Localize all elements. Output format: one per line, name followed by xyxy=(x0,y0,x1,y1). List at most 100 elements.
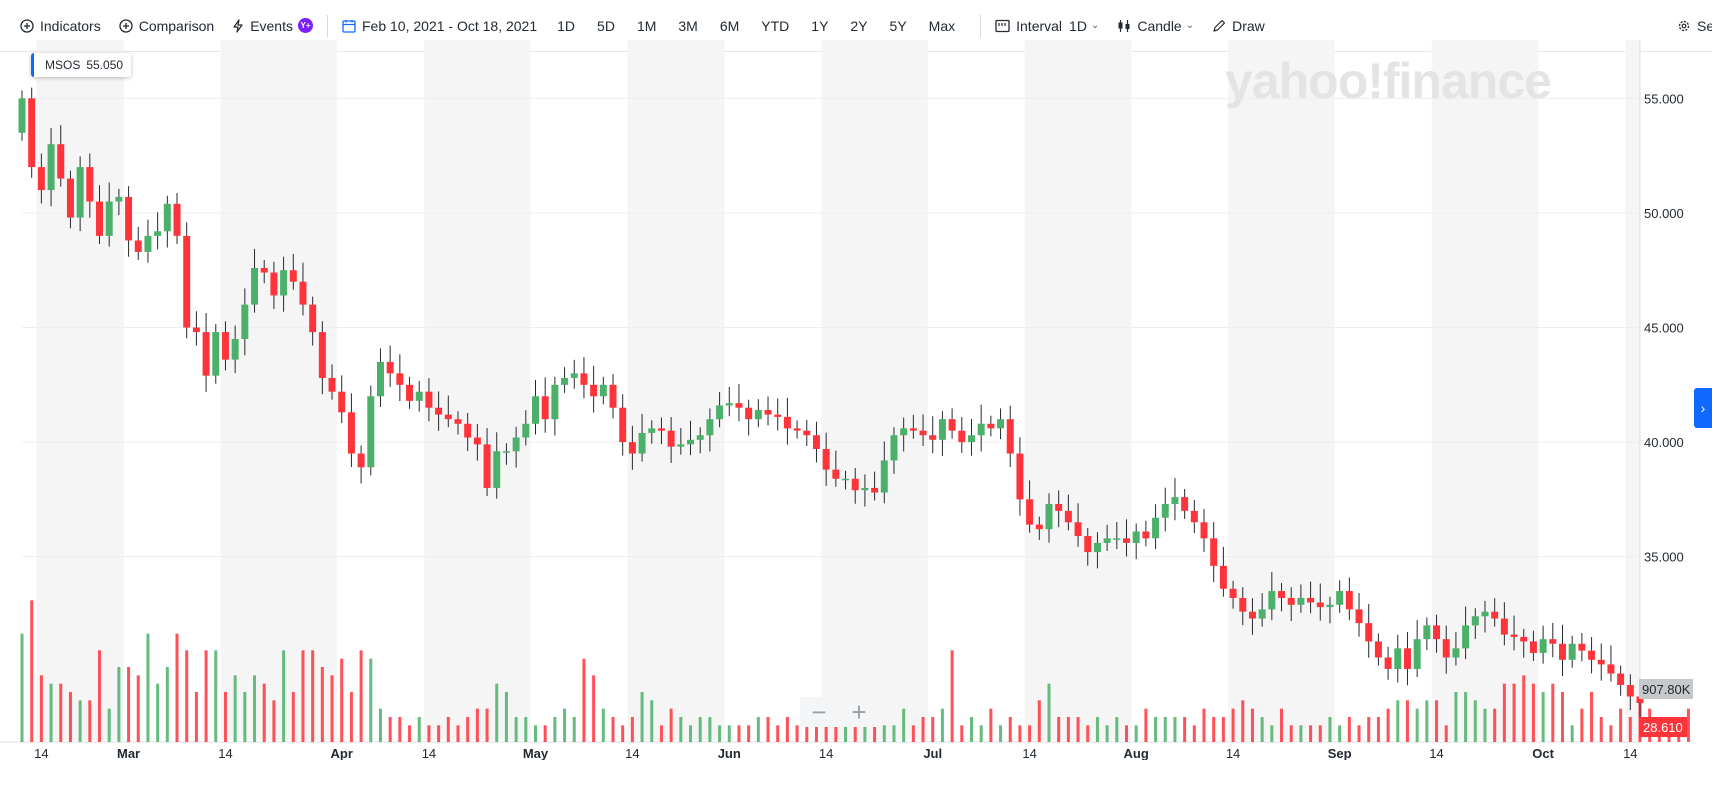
zoom-out-button[interactable]: − xyxy=(800,697,838,727)
volume-bar xyxy=(1115,717,1119,742)
candle-body xyxy=(716,405,724,420)
volume-bar xyxy=(989,708,993,742)
volume-bar xyxy=(107,708,111,742)
volume-bar xyxy=(301,650,305,742)
range-button-1m[interactable]: 1M xyxy=(636,17,657,34)
volume-bar xyxy=(563,708,567,742)
zoom-controls: − + xyxy=(800,697,878,727)
range-button-1y[interactable]: 1Y xyxy=(811,17,829,34)
indicators-button[interactable]: Indicators xyxy=(20,18,101,34)
candle-body xyxy=(909,428,917,431)
candlestick-chart[interactable]: 55.000 50.000 45.000 40.000 35.000 14 Mar 14 Apr… xyxy=(0,40,1712,760)
plus-circle-icon xyxy=(20,18,34,33)
volume-bar xyxy=(165,667,169,742)
volume-bar xyxy=(1086,725,1090,742)
events-button[interactable]: Events Y+ xyxy=(232,18,313,34)
candle-body xyxy=(861,487,869,491)
x-tick-label: 14 xyxy=(1226,746,1240,760)
draw-button[interactable]: Draw xyxy=(1212,18,1265,34)
volume-bar xyxy=(601,708,605,742)
candle-body xyxy=(551,384,559,420)
volume-bar xyxy=(1483,708,1487,742)
candle-body xyxy=(793,428,801,431)
tooltip-value: 55.050 xyxy=(86,58,124,72)
x-tick-label: 14 xyxy=(34,746,48,760)
candle-body xyxy=(512,437,520,452)
volume-bar xyxy=(514,717,518,742)
volume-bar xyxy=(456,725,460,742)
volume-bar xyxy=(718,725,722,742)
volume-bar xyxy=(1347,717,1351,742)
volume-bar xyxy=(262,683,266,742)
candle-body xyxy=(1607,664,1615,674)
candle-body xyxy=(958,430,966,443)
candle-body xyxy=(1326,604,1334,608)
volume-bar xyxy=(659,725,663,742)
candle-body xyxy=(125,196,133,241)
candle-body xyxy=(1394,648,1402,669)
settings-button[interactable]: Se xyxy=(1677,18,1712,34)
volume-bar xyxy=(1531,683,1535,742)
range-button-1d[interactable]: 1D xyxy=(557,17,576,34)
x-tick-label: 14 xyxy=(1022,746,1036,760)
candle-body xyxy=(938,419,946,440)
volume-bar xyxy=(204,650,208,742)
candle-body xyxy=(406,384,414,401)
x-tick-label: 14 xyxy=(819,746,833,760)
time-band xyxy=(1024,40,1132,740)
volume-bar xyxy=(1415,708,1419,742)
expand-panel-button[interactable]: › xyxy=(1694,388,1712,428)
volume-bar xyxy=(282,650,286,742)
candle-body xyxy=(154,231,162,236)
candle-body xyxy=(241,304,249,339)
x-tick-label: Oct xyxy=(1532,746,1554,760)
range-button-6m[interactable]: 6M xyxy=(719,17,740,34)
candle-body xyxy=(270,272,278,296)
candle-body xyxy=(425,391,433,408)
range-button-5d[interactable]: 5D xyxy=(597,17,615,34)
date-range-button[interactable]: Feb 10, 2021 - Oct 18, 2021 xyxy=(342,18,537,34)
candle-body xyxy=(1403,648,1411,669)
range-button-max[interactable]: Max xyxy=(928,17,956,34)
volume-bar xyxy=(1396,700,1400,742)
y-tick-label: 35.000 xyxy=(1644,550,1684,565)
range-button-5y[interactable]: 5Y xyxy=(889,17,907,34)
candle-body xyxy=(919,430,927,436)
volume-bar xyxy=(543,725,547,742)
volume-bar xyxy=(940,708,944,742)
comparison-button[interactable]: Comparison xyxy=(119,18,214,34)
candle-body xyxy=(1229,588,1237,598)
candle-body xyxy=(1442,639,1450,658)
volume-bar xyxy=(1570,725,1574,742)
volume-bar xyxy=(330,675,334,742)
candle-body xyxy=(1268,591,1276,610)
candle-body xyxy=(1035,524,1043,530)
candle-body xyxy=(1064,510,1072,523)
volume-bar xyxy=(863,725,867,742)
range-button-2y[interactable]: 2Y xyxy=(850,17,868,34)
volume-bar xyxy=(873,725,877,742)
volume-bar xyxy=(1367,717,1371,742)
candle-body xyxy=(1181,497,1189,511)
candle-body xyxy=(1132,531,1140,543)
interval-button[interactable]: Interval 1D ⌄ xyxy=(995,18,1099,34)
candle-body xyxy=(803,430,811,436)
candle-body xyxy=(1539,639,1547,653)
range-button-ytd[interactable]: YTD xyxy=(761,17,790,34)
candle-body xyxy=(948,419,956,431)
volume-bar xyxy=(572,717,576,742)
volume-bar xyxy=(1173,717,1177,742)
candle-body xyxy=(929,435,937,440)
zoom-in-button[interactable]: + xyxy=(840,697,878,727)
candle-body xyxy=(444,414,452,420)
volume-bar xyxy=(553,717,557,742)
volume-bar xyxy=(650,700,654,742)
time-band xyxy=(424,40,531,740)
calendar-icon xyxy=(342,19,356,33)
candle-body xyxy=(163,203,171,232)
volume-bar xyxy=(1551,683,1555,742)
volume-bar xyxy=(1192,725,1196,742)
range-button-3m[interactable]: 3M xyxy=(678,17,698,34)
chart-type-button[interactable]: Candle ⌄ xyxy=(1117,18,1194,34)
volume-bar xyxy=(1008,717,1012,742)
